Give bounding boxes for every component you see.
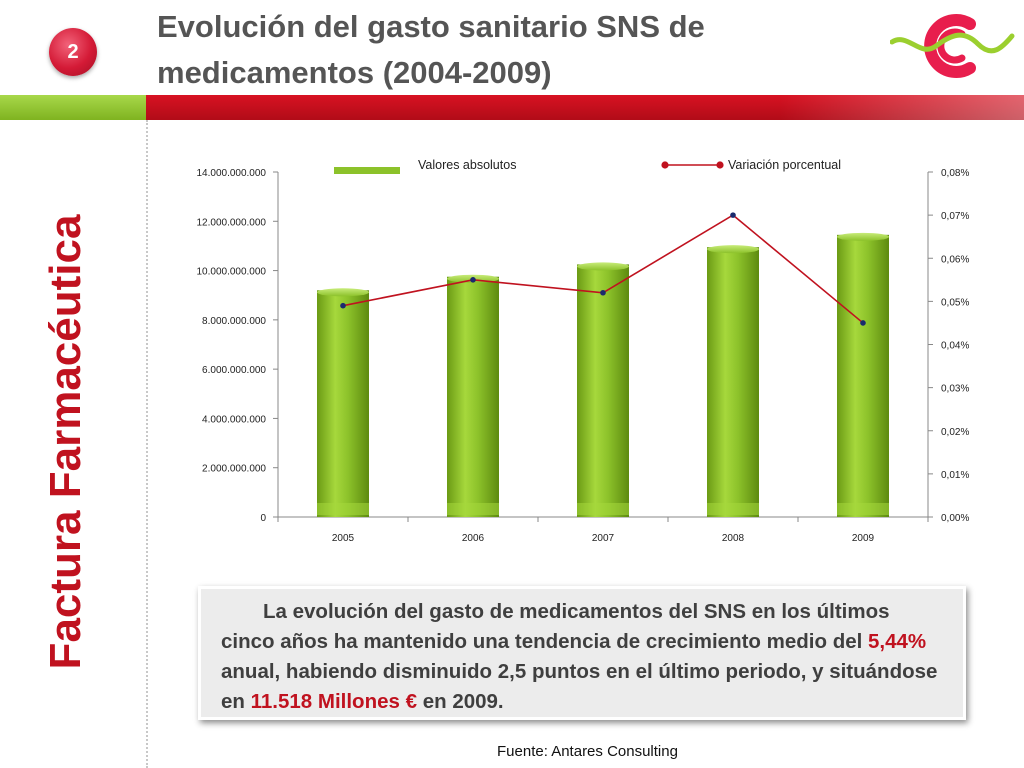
bar-base bbox=[707, 503, 759, 515]
legend-bar-swatch bbox=[334, 167, 400, 174]
chart-axes: 0 2.000.000.000 4.000.000.000 6.000.000.000… bbox=[196, 168, 969, 544]
variation-point-2007 bbox=[600, 289, 606, 296]
variation-point-2009 bbox=[860, 320, 866, 326]
bar-base bbox=[447, 503, 499, 515]
bar-2007 bbox=[577, 262, 629, 517]
left-axis-tick-label: 8.000.000.000 bbox=[202, 316, 266, 327]
bar-body bbox=[837, 234, 889, 517]
legend-bar-label: Valores absolutos bbox=[418, 158, 516, 172]
bar-body bbox=[707, 247, 759, 517]
bar-body bbox=[317, 290, 369, 517]
header-red-band bbox=[146, 95, 1024, 120]
variation-point-2005 bbox=[340, 302, 346, 309]
source-note: Fuente: Antares Consulting bbox=[497, 743, 678, 760]
sidebar-divider bbox=[146, 120, 148, 768]
bar-body bbox=[577, 264, 629, 517]
left-axis-tick-label: 2.000.000.000 bbox=[202, 464, 266, 475]
side-section-title: Factura Farmacéutica bbox=[41, 214, 90, 670]
summary-text-part3: en 2009. bbox=[417, 690, 504, 713]
right-axis-tick-label: 0,00% bbox=[941, 513, 969, 524]
left-axis-tick-label: 0 bbox=[260, 513, 266, 524]
left-axis-tick-label: 10.000.000.000 bbox=[196, 267, 266, 278]
bar-series bbox=[317, 232, 889, 517]
x-axis-tick-label: 2008 bbox=[722, 533, 745, 544]
right-axis-tick-label: 0,04% bbox=[941, 341, 969, 352]
x-axis-tick-label: 2005 bbox=[332, 533, 355, 544]
bar-top bbox=[707, 245, 759, 254]
bar-top bbox=[837, 232, 889, 241]
right-axis-tick-label: 0,03% bbox=[941, 384, 969, 395]
bar-body bbox=[447, 276, 499, 517]
bar-2005 bbox=[317, 288, 369, 517]
left-axis-tick-label: 12.000.000.000 bbox=[196, 217, 266, 228]
bar-2009 bbox=[837, 232, 889, 517]
x-axis-tick-label: 2009 bbox=[852, 533, 875, 544]
header-red-band-highlight bbox=[780, 95, 1024, 120]
left-axis-tick-label: 6.000.000.000 bbox=[202, 365, 266, 376]
bar-base bbox=[837, 503, 889, 515]
legend-line-marker-right bbox=[716, 161, 724, 169]
right-axis-tick-label: 0,06% bbox=[941, 254, 969, 265]
left-axis-tick-label: 4.000.000.000 bbox=[202, 414, 266, 425]
left-axis-tick-label: 14.000.000.000 bbox=[196, 168, 266, 179]
right-axis-tick-label: 0,05% bbox=[941, 297, 969, 308]
variation-point-2008 bbox=[730, 212, 736, 218]
bar-base bbox=[577, 503, 629, 515]
bar-2008 bbox=[707, 245, 759, 517]
right-axis-tick-label: 0,07% bbox=[941, 211, 969, 222]
right-axis-tick-label: 0,01% bbox=[941, 470, 969, 481]
header-green-band bbox=[0, 95, 146, 120]
right-axis-tick-label: 0,08% bbox=[941, 168, 969, 179]
page-title-line-2: medicamentos (2004-2009) bbox=[157, 55, 552, 90]
summary-growth-value: 5,44% bbox=[868, 630, 927, 653]
right-axis-tick-label: 0,02% bbox=[941, 427, 969, 438]
bar-base bbox=[317, 503, 369, 515]
page-title: Evolución del gasto sanitario SNS de med… bbox=[157, 4, 857, 96]
slide-number-badge: 2 bbox=[49, 28, 97, 76]
legend-line-label: Variación porcentual bbox=[728, 158, 841, 172]
expense-chart: Valores absolutos Variación porcentual 0 2… bbox=[196, 158, 969, 544]
legend-line-marker-left bbox=[661, 161, 669, 169]
x-axis-tick-label: 2006 bbox=[462, 533, 485, 544]
bar-top bbox=[317, 288, 369, 297]
summary-text-part1: La evolución del gasto de medicamentos d… bbox=[221, 600, 890, 653]
variation-point-2006 bbox=[470, 277, 476, 283]
page-title-line-1: Evolución del gasto sanitario SNS de bbox=[157, 9, 705, 44]
summary-amount-value: 11.518 Millones € bbox=[250, 690, 417, 713]
brand-logo-mark bbox=[890, 14, 1015, 78]
x-axis-tick-label: 2007 bbox=[592, 533, 615, 544]
bar-2006 bbox=[447, 274, 499, 517]
summary-text-part2: anual, habiendo disminuido 2,5 puntos en… bbox=[221, 660, 938, 713]
line-series bbox=[340, 212, 866, 326]
bar-top bbox=[577, 262, 629, 271]
brand-logo bbox=[890, 14, 1015, 78]
summary-box: La evolución del gasto de medicamentos d… bbox=[198, 586, 966, 720]
chart-legend: Valores absolutos Variación porcentual bbox=[334, 158, 841, 174]
